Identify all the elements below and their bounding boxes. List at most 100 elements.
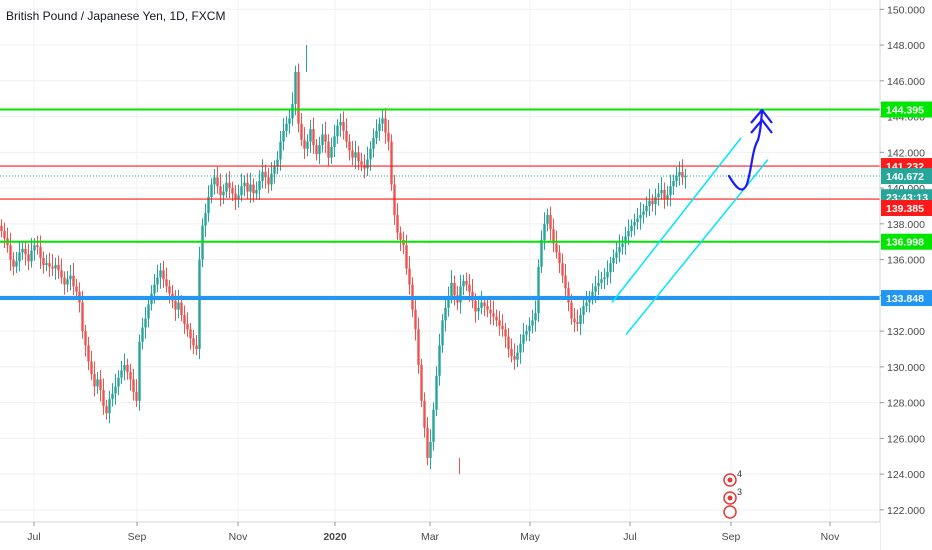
candle-body	[195, 345, 198, 349]
candle-body	[294, 71, 297, 105]
projection-path	[727, 110, 764, 191]
candle-body	[63, 277, 66, 285]
candle-body	[357, 152, 360, 162]
candle-body	[612, 257, 615, 264]
candle-body	[126, 365, 129, 373]
candle-body	[621, 243, 624, 248]
price-tick-label: 150.000	[887, 4, 925, 16]
candle-body	[102, 390, 105, 407]
candle-body	[321, 134, 324, 146]
time-tick-label: May	[520, 531, 541, 543]
candle-body	[447, 297, 450, 308]
candle-body	[222, 191, 225, 196]
candle-body	[504, 329, 507, 337]
candle-body	[513, 356, 516, 360]
candle-body	[0, 225, 3, 231]
candle-body	[576, 322, 579, 324]
candle-body	[24, 248, 27, 255]
candle-body	[189, 329, 192, 339]
channel-upper-line	[611, 137, 742, 303]
candle-body	[51, 266, 54, 269]
candle-body	[159, 270, 162, 278]
price-tick-label: 142.000	[887, 147, 925, 159]
candle-body	[636, 218, 639, 223]
price-tick-label: 132.000	[887, 326, 925, 338]
candle-body	[681, 171, 684, 178]
candle-body	[111, 393, 114, 400]
candle-body	[492, 313, 495, 317]
candle-body	[264, 171, 267, 178]
candle-body	[537, 266, 540, 314]
event-badge-count: 3	[737, 487, 742, 497]
price-axis[interactable]: 150.000148.000146.000144.000142.000140.0…	[879, 0, 932, 550]
candle-body	[372, 138, 375, 149]
candle-body	[339, 121, 342, 126]
candle-body	[501, 325, 504, 330]
candle-body	[186, 323, 189, 330]
candle-body	[135, 391, 138, 401]
candle-body	[39, 247, 42, 258]
event-icon-3	[723, 505, 737, 519]
candle-body	[381, 118, 384, 124]
price-tags: 144.395141.232140.67223:43:13139.385136.…	[881, 101, 932, 307]
candle-body	[54, 264, 57, 269]
price-tick-label: 146.000	[887, 76, 925, 88]
candle-body	[153, 284, 156, 294]
candle-body	[351, 150, 354, 158]
candle-body	[324, 134, 327, 142]
candle-body	[48, 263, 51, 267]
candle-body	[567, 288, 570, 303]
candle-body	[555, 243, 558, 253]
candle-body	[642, 211, 645, 215]
candle-body	[87, 345, 90, 362]
candle-body	[597, 282, 600, 287]
candle-body	[300, 123, 303, 140]
candle-body	[240, 186, 243, 196]
candle-body	[66, 279, 69, 285]
time-tick-label: Sep	[128, 531, 147, 543]
candle-body	[27, 254, 30, 262]
candle-body	[9, 245, 12, 260]
candle-body	[486, 306, 489, 310]
candle-body	[474, 300, 477, 312]
candle-body	[273, 166, 276, 174]
candle-body	[69, 275, 72, 280]
candle-body	[138, 341, 141, 401]
price-tick-label: 148.000	[887, 40, 925, 52]
projection-drawing[interactable]	[727, 108, 773, 191]
candle-body	[105, 406, 108, 414]
event-badge-top: 4	[723, 469, 742, 487]
candle-body	[117, 377, 120, 387]
candle-body	[369, 148, 372, 160]
candle-body	[480, 302, 483, 308]
candle-body	[141, 327, 144, 342]
candle-body	[384, 118, 387, 133]
price-tag-upper-green-bg	[881, 101, 932, 118]
candle-body	[495, 316, 498, 321]
candle-body	[429, 441, 432, 459]
candle-body	[645, 205, 648, 212]
candle-body	[441, 320, 444, 346]
candle-body	[36, 245, 39, 248]
candle-body	[237, 195, 240, 199]
event-badges[interactable]: 43	[723, 469, 742, 519]
candle-body	[666, 195, 669, 199]
candle-body	[564, 275, 567, 289]
candle-body	[108, 399, 111, 414]
candle-body	[366, 159, 369, 169]
candle-body	[18, 252, 21, 262]
candle-body	[360, 161, 363, 165]
candle-body	[558, 252, 561, 264]
candle-body	[348, 141, 351, 151]
time-tick-label: 2020	[323, 531, 347, 543]
candle-body	[309, 129, 312, 142]
horizontal-levels[interactable]	[0, 108, 880, 301]
candle-body	[594, 286, 597, 292]
time-axis[interactable]: Jul Sep Nov 2020 Mar May Jul Sep Nov	[0, 521, 880, 550]
candle-body	[297, 71, 300, 124]
candle-body	[354, 152, 357, 158]
candle-body	[336, 125, 339, 137]
candle-body	[228, 182, 231, 189]
candle-body	[618, 247, 621, 253]
